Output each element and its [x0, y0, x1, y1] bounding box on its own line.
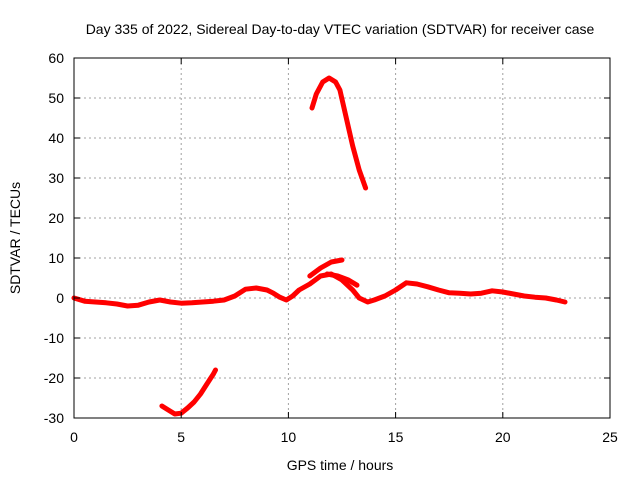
y-tick-label: -20 [44, 370, 64, 386]
y-tick-label: 60 [48, 50, 64, 66]
x-tick-label: 5 [177, 429, 185, 445]
x-tick-label: 0 [70, 429, 78, 445]
grid-lines [74, 58, 610, 418]
plot-border [73, 57, 611, 419]
x-tick-label: 20 [495, 429, 511, 445]
y-tick-label: -10 [44, 330, 64, 346]
y-tick-label: 0 [56, 290, 64, 306]
x-tick-label: 25 [602, 429, 618, 445]
y-tick-label: -30 [44, 410, 64, 426]
series-lower-arc [159, 367, 218, 417]
x-axis-label: GPS time / hours [287, 457, 394, 473]
y-tick-label: 10 [48, 250, 64, 266]
x-tick-labels: 0 5 10 15 20 25 [70, 429, 618, 445]
series-group [71, 75, 568, 417]
y-tick-labels: -30 -20 -10 0 10 20 30 40 50 60 [44, 50, 64, 426]
series-upper-arc [309, 75, 369, 191]
y-axis-label: SDTVAR / TECUs [7, 182, 23, 294]
y-tick-label: 40 [48, 130, 64, 146]
series-tail-trace [324, 271, 360, 288]
y-tick-label: 20 [48, 210, 64, 226]
x-tick-label: 15 [388, 429, 404, 445]
y-tick-label: 50 [48, 90, 64, 106]
x-tick-label: 10 [281, 429, 297, 445]
chart-title: Day 335 of 2022, Sidereal Day-to-day VTE… [86, 21, 595, 37]
y-tick-label: 30 [48, 170, 64, 186]
series-main-trace [71, 271, 568, 309]
tick-marks [73, 57, 611, 419]
series-secondary-trace [307, 257, 345, 279]
